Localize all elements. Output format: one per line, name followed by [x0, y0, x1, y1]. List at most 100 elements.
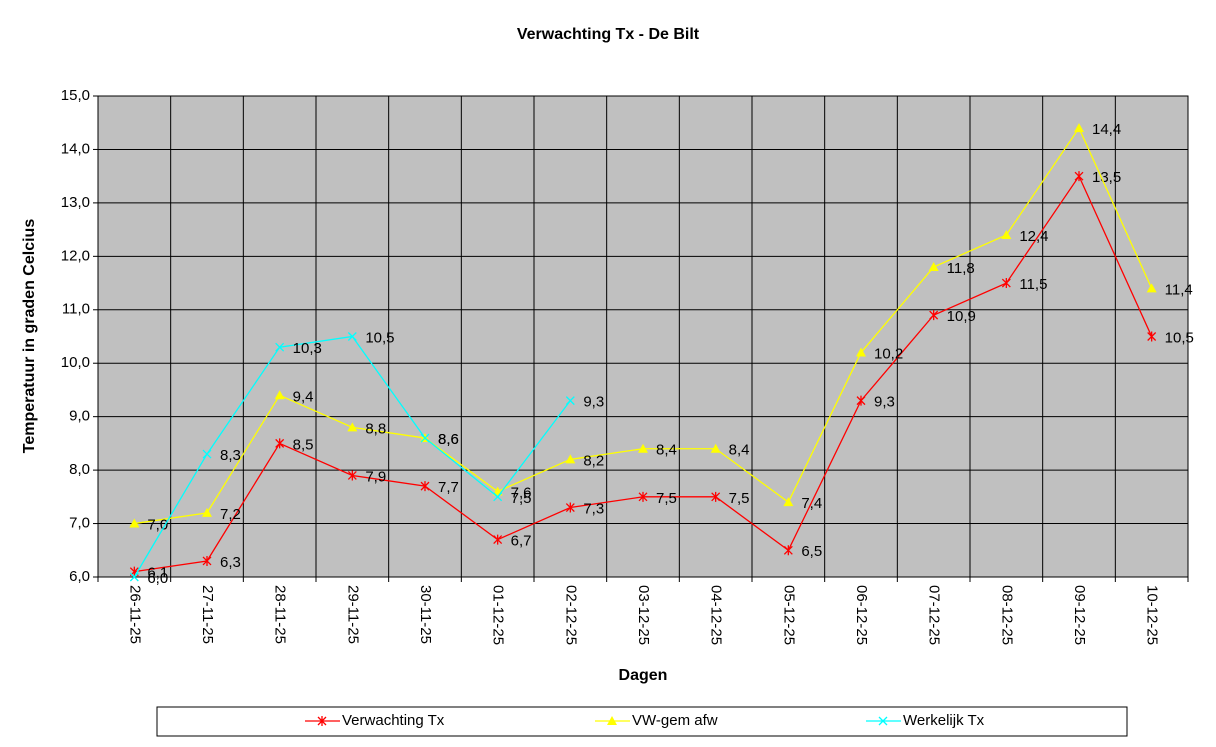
x-tick-label: 06-12-25 — [853, 585, 870, 645]
data-label: 11,4 — [1165, 281, 1193, 298]
data-label: 10,3 — [293, 340, 322, 357]
data-label: 11,8 — [947, 260, 975, 277]
y-tick-label: 12,0 — [61, 247, 90, 264]
data-label: 13,5 — [1092, 169, 1121, 186]
y-axis-label: Temperatuur in graden Celcius — [21, 219, 38, 454]
data-label: 7,5 — [656, 490, 677, 507]
x-tick-label: 01-12-25 — [490, 585, 507, 645]
plot-area — [97, 95, 1189, 578]
x-tick-label: 03-12-25 — [635, 585, 652, 645]
marker — [420, 481, 430, 492]
marker — [317, 716, 327, 726]
data-label: 8,6 — [438, 431, 459, 448]
marker — [1074, 123, 1084, 133]
data-label: 11,5 — [1019, 276, 1047, 293]
x-tick-label: 05-12-25 — [780, 585, 797, 645]
y-tick-label: 7,0 — [69, 515, 90, 532]
data-label: 7,5 — [511, 490, 532, 507]
x-tick-label: 27-11-25 — [199, 585, 216, 644]
marker — [710, 443, 721, 453]
x-tick-label: 08-12-25 — [998, 585, 1015, 645]
marker — [202, 507, 212, 517]
legend-label: Werkelijk Tx — [903, 712, 985, 729]
data-label: 6,7 — [511, 533, 532, 550]
marker — [129, 572, 139, 582]
marker — [347, 470, 357, 481]
y-tick-label: 9,0 — [69, 408, 90, 425]
x-axis-label: Dagen — [619, 667, 668, 684]
data-label: 10,2 — [874, 346, 903, 363]
marker — [878, 716, 888, 726]
marker — [347, 332, 357, 341]
marker — [929, 310, 939, 321]
marker — [856, 395, 866, 406]
x-tick-label: 04-12-25 — [708, 585, 725, 645]
marker — [607, 716, 617, 725]
data-label: 10,5 — [365, 329, 394, 346]
marker — [1147, 331, 1157, 342]
marker — [347, 422, 358, 432]
marker — [565, 396, 575, 406]
marker — [565, 454, 576, 464]
legend-label: VW-gem afw — [632, 712, 718, 729]
marker — [202, 449, 212, 459]
y-tick-label: 8,0 — [69, 461, 90, 478]
data-label: 9,3 — [874, 394, 895, 411]
data-label: 7,9 — [365, 468, 386, 485]
data-label: 7,5 — [729, 490, 750, 507]
marker — [1074, 171, 1084, 182]
x-tick-label: 09-12-25 — [1071, 585, 1088, 645]
marker — [274, 390, 285, 400]
marker — [1001, 278, 1011, 289]
marker — [420, 433, 430, 443]
data-label: 14,4 — [1092, 121, 1121, 138]
marker — [275, 342, 285, 352]
marker — [856, 347, 866, 357]
data-label: 8,2 — [583, 452, 604, 469]
data-label: 7,6 — [511, 484, 532, 501]
marker — [493, 492, 503, 502]
data-label: 9,4 — [293, 388, 314, 405]
x-tick-label: 28-11-25 — [272, 585, 289, 644]
data-label: 7,7 — [438, 479, 459, 496]
x-tick-label: 30-11-25 — [417, 585, 434, 644]
legend-label: Verwachting Tx — [342, 712, 445, 729]
x-tick-label: 07-12-25 — [926, 585, 943, 645]
x-tick-label: 29-11-25 — [344, 585, 361, 644]
marker — [493, 534, 503, 545]
y-tick-label: 14,0 — [61, 140, 90, 157]
data-label: 10,9 — [947, 308, 976, 325]
x-tick-label: 02-12-25 — [562, 585, 579, 645]
data-label: 8,5 — [293, 436, 314, 453]
data-label: 8,8 — [365, 420, 386, 437]
marker — [638, 491, 648, 502]
data-label: 8,4 — [656, 442, 677, 459]
y-tick-label: 11,0 — [62, 301, 90, 318]
data-label: 7,3 — [583, 500, 604, 517]
marker — [565, 502, 575, 513]
marker — [1146, 283, 1157, 293]
data-label: 8,3 — [220, 447, 241, 464]
data-label: 7,2 — [220, 506, 241, 523]
marker — [202, 555, 212, 566]
marker — [1001, 229, 1012, 239]
data-label: 10,5 — [1165, 329, 1194, 346]
data-label: 6,1 — [147, 565, 168, 582]
x-tick-label: 10-12-25 — [1144, 585, 1161, 645]
data-label: 12,4 — [1019, 228, 1048, 245]
marker — [783, 497, 794, 507]
y-tick-label: 13,0 — [61, 194, 90, 211]
data-label: 8,4 — [729, 442, 750, 459]
y-tick-label: 10,0 — [61, 354, 90, 371]
data-label: 6,5 — [801, 543, 822, 560]
marker — [928, 262, 939, 272]
marker — [711, 491, 721, 502]
y-tick-label: 6,0 — [69, 568, 90, 585]
marker — [129, 518, 140, 528]
marker — [783, 545, 793, 556]
data-label: 6,0 — [147, 570, 168, 587]
chart-title: Verwachting Tx - De Bilt — [517, 26, 700, 43]
x-tick-label: 26-11-25 — [126, 585, 143, 644]
y-tick-label: 15,0 — [61, 87, 90, 104]
data-label: 9,3 — [583, 394, 604, 411]
